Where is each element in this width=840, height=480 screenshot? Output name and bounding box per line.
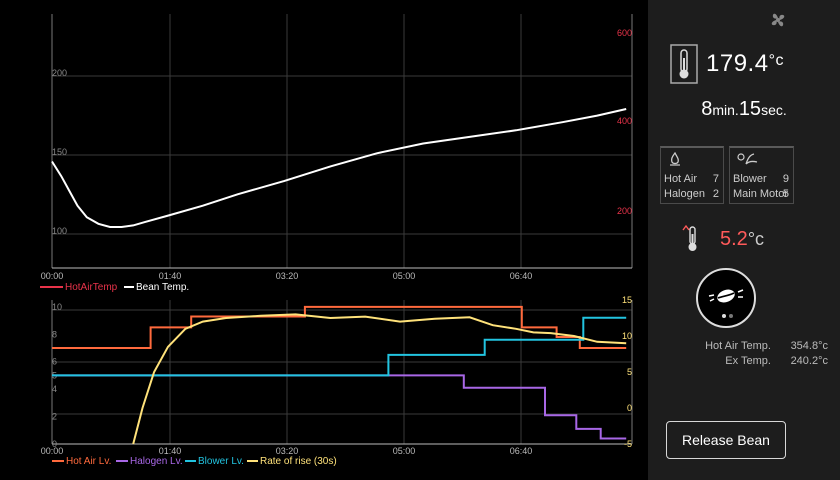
rate-of-rise-value: 5.2 <box>720 228 748 250</box>
legend-blower-lv-label: Blower Lv. <box>198 456 244 467</box>
top-right-tick: 400 <box>617 116 632 126</box>
time-sec-label: sec. <box>761 102 787 118</box>
top-x-tick: 00:00 <box>41 271 64 281</box>
hot-air-level-value: 7 <box>712 173 719 185</box>
bottom-x-tick: 01:40 <box>159 446 182 456</box>
fan-levels-box: Blower 9 Main Motor 5 <box>729 146 794 204</box>
bottom-left-tick: 0 <box>52 439 57 449</box>
release-bean-button[interactable]: Release Bean <box>666 421 786 459</box>
top-right-tick: 600 <box>617 28 632 38</box>
time-sec-value: 15 <box>738 98 762 120</box>
fan-icon[interactable] <box>766 8 790 32</box>
time-min-label: min. <box>712 102 739 118</box>
bean-temp-unit: °c <box>768 52 784 69</box>
legend-hot-air-lv-label: Hot Air Lv. <box>66 456 111 467</box>
halogen-lv-line <box>52 374 627 440</box>
top-x-tick: 06:40 <box>510 271 533 281</box>
legend-bean-label: Bean Temp. <box>136 282 189 293</box>
legend-rate-of-rise-label: Rate of rise (30s) <box>260 456 337 467</box>
charts-area: 200 150 100 600 400 200 00:00 01:40 03:20 05:00 06… <box>40 14 633 467</box>
elapsed-time: 8min.15sec. <box>648 98 840 121</box>
halogen-level-value: 2 <box>712 188 719 200</box>
hot-air-level-label: Hot Air <box>664 173 698 185</box>
bottom-left-tick: 2 <box>52 412 57 422</box>
bean-temp-row: 179.4°c <box>670 44 830 84</box>
bottom-left-tick: 4 <box>52 384 57 394</box>
bottom-right-tick: 15 <box>622 296 632 305</box>
blower-icon <box>736 152 758 166</box>
hot-air-temp-label: Hot Air Temp. <box>705 340 771 352</box>
blower-level-label: Blower <box>733 173 767 185</box>
bean-temp-display: 179.4°c <box>706 50 784 78</box>
ex-temp-info: Ex Temp. <box>725 355 774 367</box>
bean-temp-value: 179.4 <box>706 50 769 77</box>
bottom-x-tick: 03:20 <box>276 446 299 456</box>
ex-temp-value: 240.2°c <box>790 355 828 367</box>
bottom-right-tick: 0 <box>627 403 632 413</box>
top-left-tick: 200 <box>52 68 67 78</box>
top-x-tick: 01:40 <box>159 271 182 281</box>
legend-halogen-lv-label: Halogen Lv. <box>130 456 183 467</box>
hot-air-level-row: Hot Air 7 <box>664 173 719 187</box>
temperature-chart: 200 150 100 600 400 200 00:00 01:40 03:20 05:00 06… <box>40 14 633 293</box>
main-motor-level-value: 5 <box>782 188 789 200</box>
rate-of-rise-unit: °c <box>747 229 765 249</box>
bean-temp-line <box>51 108 627 228</box>
bottom-right-tick: 10 <box>622 331 632 341</box>
rising-thermometer-icon <box>680 224 700 259</box>
blower-level-row: Blower 9 <box>733 173 789 187</box>
top-right-tick: 200 <box>617 206 632 216</box>
rate-of-rise-line <box>132 313 627 445</box>
status-panel: 179.4°c 8min.15sec. Hot Air 7 Halogen 2 <box>648 0 840 480</box>
hot-air-lv-line <box>52 305 627 349</box>
time-min-value: 8 <box>701 98 713 120</box>
bottom-left-tick: 10 <box>52 302 62 312</box>
flame-icon <box>667 151 683 166</box>
main-motor-level-label: Main Motor <box>733 188 789 200</box>
halogen-level-row: Halogen 2 <box>664 188 719 202</box>
ex-temp-label: Ex Temp. <box>725 355 771 367</box>
bottom-right-tick: 5 <box>627 367 632 377</box>
main-motor-level-row: Main Motor 5 <box>733 188 789 202</box>
bottom-legend: Hot Air Lv. Halogen Lv. Blower Lv. Rate … <box>52 456 337 467</box>
bottom-x-tick: 06:40 <box>510 446 533 456</box>
bottom-right-tick: -5 <box>624 439 632 449</box>
thermometer-icon <box>670 44 698 84</box>
top-legend: HotAirTemp Bean Temp. <box>40 282 189 293</box>
coffee-bean-icon[interactable] <box>696 268 756 328</box>
bottom-left-tick: 8 <box>52 329 57 339</box>
top-x-tick: 03:20 <box>276 271 299 281</box>
top-left-tick: 150 <box>52 147 67 157</box>
top-left-tick: 100 <box>52 226 67 236</box>
hot-air-temp-value: 354.8°c <box>790 340 828 352</box>
blower-lv-line <box>52 316 627 377</box>
halogen-level-label: Halogen <box>664 188 705 200</box>
blower-level-value: 9 <box>782 173 789 185</box>
bottom-x-tick: 00:00 <box>41 446 64 456</box>
rate-of-rise-display: 5.2°c <box>720 228 764 251</box>
bottom-x-tick: 05:00 <box>393 446 416 456</box>
top-x-tick: 05:00 <box>393 271 416 281</box>
page-indicator <box>720 307 740 318</box>
hot-air-temp-info: Hot Air Temp. <box>705 340 774 352</box>
legend-hotair-label: HotAirTemp <box>65 282 118 293</box>
rate-of-rise-row: 5.2°c <box>670 222 830 256</box>
heater-levels-box: Hot Air 7 Halogen 2 <box>660 146 724 204</box>
bottom-left-tick: 6 <box>52 357 57 367</box>
